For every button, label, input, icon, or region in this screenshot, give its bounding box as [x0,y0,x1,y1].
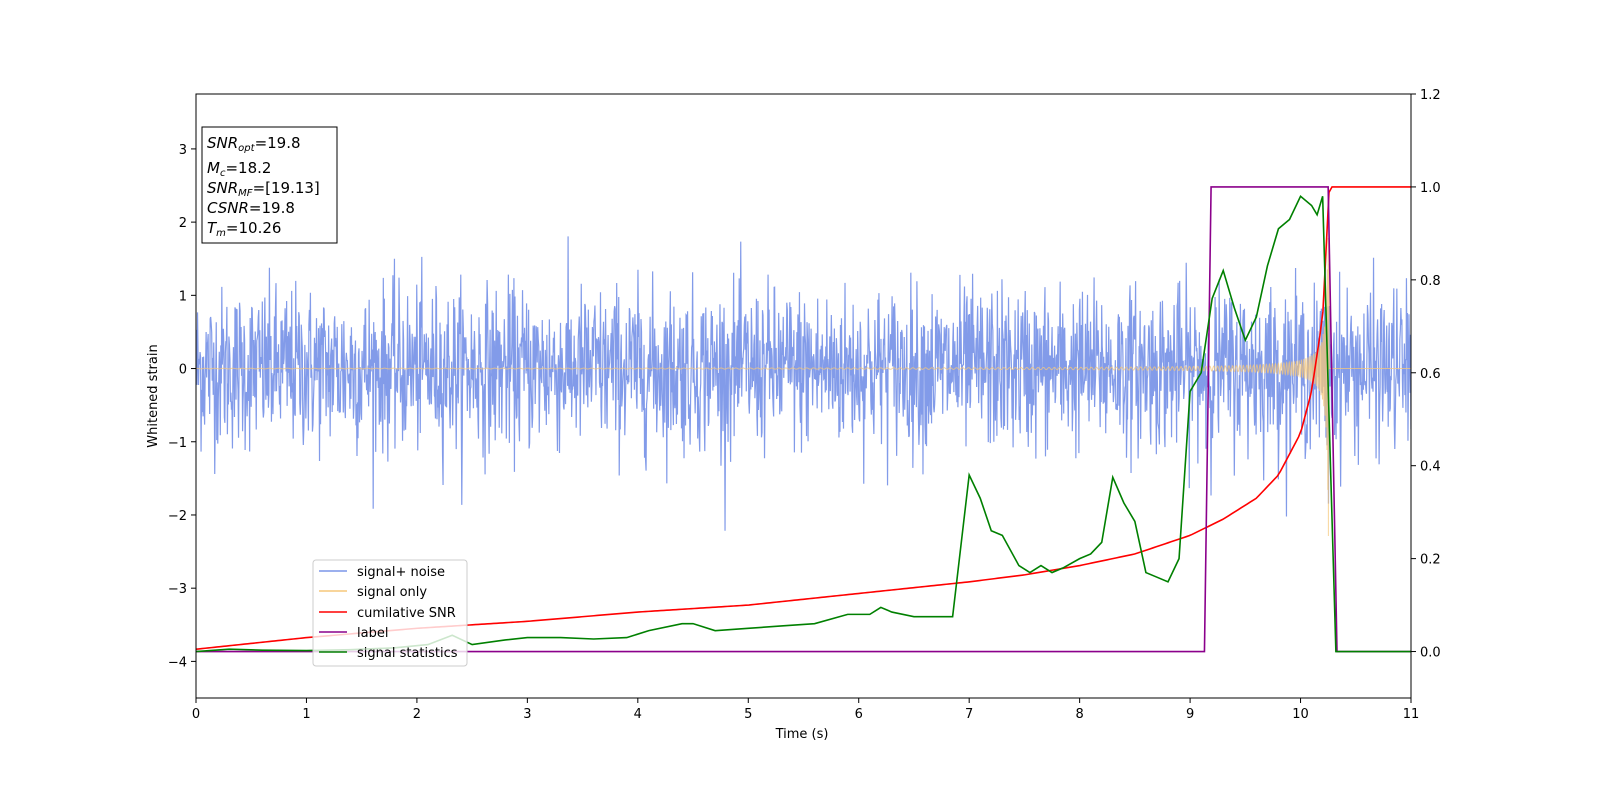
info-csnr: CSNR=19.8 [207,199,295,217]
y-tick-label: 1 [179,289,187,304]
x-tick-label: 6 [855,707,863,722]
info-mc: Mc=18.2 [207,159,271,179]
y2-tick-label: 0.4 [1420,460,1441,475]
y2-tick-label: 1.2 [1420,88,1441,103]
plot-frame [195,93,1412,699]
x-tick-label: 10 [1292,707,1309,722]
legend-label-signal-statistics: signal statistics [357,646,458,661]
x-tick-label: 7 [965,707,973,722]
info-snr-opt: SNRopt=19.8 [207,134,301,154]
legend-item-signal-noise: signal+ noise [319,565,445,580]
x-tick-label: 4 [634,707,642,722]
x-axis-label: Time (s) [775,727,829,742]
y-tick-label: 0 [179,363,187,378]
legend-item-cumulative-snr: cumilative SNR [319,606,456,621]
y2-tick-label: 0.6 [1420,367,1441,382]
info-box: SNRopt=19.8 Mc=18.2 SNRMF=[19.13] CSNR=1… [201,126,338,244]
y-tick-label: −3 [168,582,187,597]
y-tick-label: 3 [179,143,187,158]
x-axis: 0 1 2 3 4 5 6 7 8 9 10 11 [192,698,1419,722]
x-tick-label: 3 [523,707,531,722]
x-tick-label: 11 [1403,707,1420,722]
legend-label-signal-noise: signal+ noise [357,565,445,580]
y-tick-label: −2 [168,509,187,524]
y-axis-right: 0.0 0.2 0.4 0.6 0.8 1.0 1.2 [1411,88,1441,661]
y-tick-label: −4 [168,655,187,670]
y-axis-left: −4 −3 −2 −1 0 1 2 3 [168,143,196,670]
y2-tick-label: 0.8 [1420,274,1441,289]
x-tick-label: 1 [302,707,310,722]
y2-tick-label: 0.2 [1420,553,1441,568]
legend-label-label: label [357,626,388,641]
info-tm: Tm=10.26 [207,219,281,239]
x-tick-label: 0 [192,707,200,722]
y2-tick-label: 0.0 [1420,646,1441,661]
legend-item-signal-statistics: signal statistics [319,646,458,661]
y-axis-label: Whitened strain [146,344,161,447]
legend: signal+ noise signal only cumilative SNR… [312,559,468,667]
legend-label-cumulative-snr: cumilative SNR [357,606,456,621]
y2-tick-label: 1.0 [1420,181,1441,196]
legend-label-signal-only: signal only [357,585,427,600]
info-snr-mf: SNRMF=[19.13] [207,179,320,199]
series-signal-noise-line [196,236,1411,531]
y-tick-label: 2 [179,216,187,231]
x-tick-label: 9 [1186,707,1194,722]
x-tick-label: 8 [1075,707,1083,722]
legend-item-signal-only: signal only [319,585,427,600]
y-tick-label: −1 [168,436,187,451]
info-box-frame [201,126,338,244]
x-tick-label: 2 [413,707,421,722]
x-tick-label: 5 [744,707,752,722]
series-signal-statistics-line [196,194,1411,653]
legend-item-label: label [319,626,388,641]
legend-frame [312,559,468,667]
